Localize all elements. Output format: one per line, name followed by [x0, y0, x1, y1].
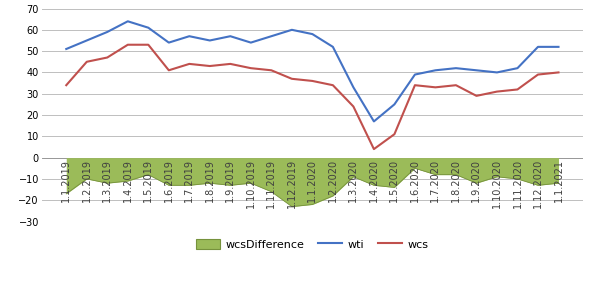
- Text: 1.11.2020: 1.11.2020: [512, 159, 522, 208]
- Text: 1.1.2021: 1.1.2021: [553, 159, 563, 202]
- Text: 1.11.2019: 1.11.2019: [267, 159, 276, 208]
- Text: 1.7.2020: 1.7.2020: [430, 159, 440, 202]
- Text: 1.6.2020: 1.6.2020: [410, 159, 420, 202]
- Text: 1.5.2020: 1.5.2020: [389, 159, 399, 202]
- Text: 1.9.2019: 1.9.2019: [226, 159, 236, 202]
- Text: 1.1.2020: 1.1.2020: [308, 159, 317, 202]
- Text: 1.10.2020: 1.10.2020: [492, 159, 502, 208]
- Text: 1.8.2019: 1.8.2019: [205, 159, 215, 202]
- Text: 1.4.2020: 1.4.2020: [369, 159, 379, 202]
- Text: 1.12.2020: 1.12.2020: [533, 159, 543, 208]
- Text: 1.2.2019: 1.2.2019: [82, 159, 92, 202]
- Text: 1.7.2019: 1.7.2019: [184, 159, 195, 202]
- Text: 1.9.2020: 1.9.2020: [471, 159, 481, 202]
- Text: 1.5.2019: 1.5.2019: [143, 159, 154, 202]
- Legend: wcsDifference, wti, wcs: wcsDifference, wti, wcs: [192, 235, 433, 254]
- Text: 1.2.2020: 1.2.2020: [328, 159, 338, 202]
- Text: 1.4.2019: 1.4.2019: [123, 159, 133, 202]
- Text: 1.12.2019: 1.12.2019: [287, 159, 297, 208]
- Text: 1.1.2019: 1.1.2019: [61, 159, 71, 202]
- Text: 1.3.2020: 1.3.2020: [349, 159, 358, 202]
- Text: 1.6.2019: 1.6.2019: [164, 159, 174, 202]
- Text: 1.8.2020: 1.8.2020: [451, 159, 461, 202]
- Text: 1.10.2019: 1.10.2019: [246, 159, 256, 208]
- Text: 1.3.2019: 1.3.2019: [102, 159, 112, 202]
